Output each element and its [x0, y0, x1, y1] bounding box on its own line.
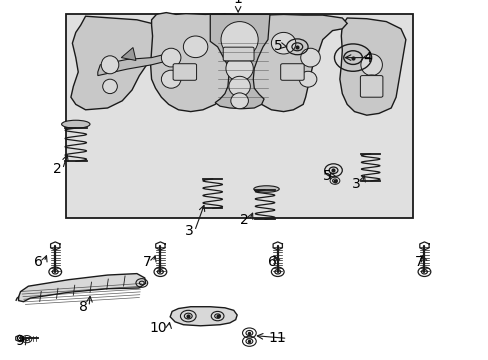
Text: 2: 2	[239, 213, 248, 227]
Polygon shape	[150, 13, 346, 112]
Text: 2: 2	[53, 162, 61, 176]
Ellipse shape	[299, 71, 316, 87]
Text: 5: 5	[273, 39, 282, 53]
Ellipse shape	[271, 32, 295, 54]
Polygon shape	[170, 307, 237, 326]
Ellipse shape	[228, 76, 250, 96]
Ellipse shape	[101, 56, 119, 74]
Ellipse shape	[221, 22, 258, 58]
Polygon shape	[19, 274, 145, 302]
Text: 3: 3	[351, 177, 360, 190]
Polygon shape	[71, 16, 166, 110]
Ellipse shape	[61, 120, 90, 128]
Text: 4: 4	[362, 51, 371, 64]
Ellipse shape	[300, 48, 320, 67]
Ellipse shape	[183, 36, 207, 58]
Ellipse shape	[225, 56, 253, 81]
Text: 9: 9	[15, 334, 23, 348]
FancyBboxPatch shape	[360, 76, 382, 97]
Text: 10: 10	[149, 321, 166, 334]
Polygon shape	[210, 14, 269, 109]
Text: 5: 5	[322, 170, 331, 183]
FancyBboxPatch shape	[223, 47, 254, 61]
Text: 7: 7	[414, 255, 423, 269]
FancyBboxPatch shape	[173, 64, 196, 80]
Ellipse shape	[230, 93, 248, 109]
Text: 8: 8	[79, 300, 88, 314]
Polygon shape	[121, 48, 136, 60]
Ellipse shape	[360, 54, 382, 76]
Text: 6: 6	[267, 255, 276, 269]
Bar	[66, 14, 412, 218]
Ellipse shape	[161, 48, 181, 67]
Ellipse shape	[253, 186, 279, 192]
Text: 6: 6	[34, 255, 43, 269]
Ellipse shape	[362, 75, 380, 91]
Text: 1: 1	[233, 0, 242, 6]
Polygon shape	[339, 18, 405, 115]
Ellipse shape	[161, 70, 181, 88]
Text: 3: 3	[184, 224, 193, 238]
Polygon shape	[98, 54, 166, 76]
Ellipse shape	[102, 79, 117, 94]
FancyBboxPatch shape	[280, 64, 304, 80]
Text: 7: 7	[143, 255, 152, 269]
Text: 11: 11	[267, 332, 285, 345]
